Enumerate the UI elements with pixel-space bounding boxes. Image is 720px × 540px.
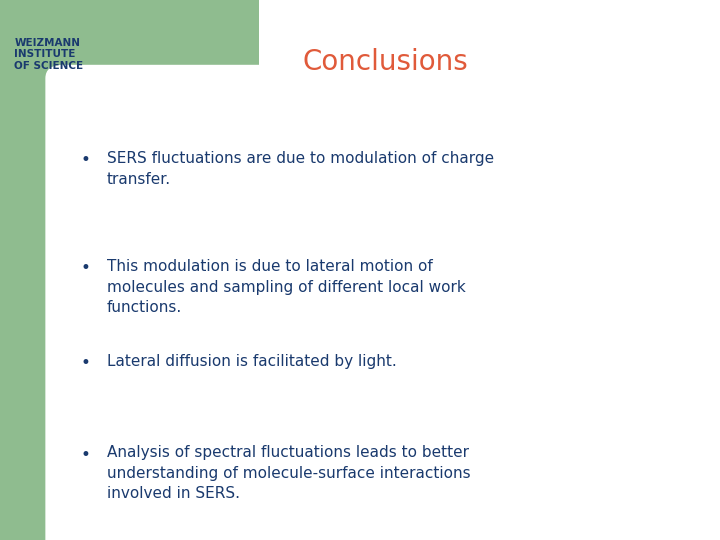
Bar <box>0 0 259 100</box>
Text: •: • <box>80 446 90 463</box>
Text: Analysis of spectral fluctuations leads to better
understanding of molecule-surf: Analysis of spectral fluctuations leads … <box>107 446 470 501</box>
Text: This modulation is due to lateral motion of
molecules and sampling of different : This modulation is due to lateral motion… <box>107 259 465 315</box>
Bar <box>67 100 720 540</box>
Text: •: • <box>80 151 90 169</box>
FancyBboxPatch shape <box>45 65 720 540</box>
Text: •: • <box>80 354 90 372</box>
Bar <box>0 0 67 540</box>
Text: •: • <box>80 259 90 277</box>
Text: Lateral diffusion is facilitated by light.: Lateral diffusion is facilitated by ligh… <box>107 354 396 369</box>
Text: WEIZMANN
INSTITUTE
OF SCIENCE: WEIZMANN INSTITUTE OF SCIENCE <box>14 38 84 71</box>
Text: Conclusions: Conclusions <box>302 48 468 76</box>
Text: SERS fluctuations are due to modulation of charge
transfer.: SERS fluctuations are due to modulation … <box>107 151 494 187</box>
